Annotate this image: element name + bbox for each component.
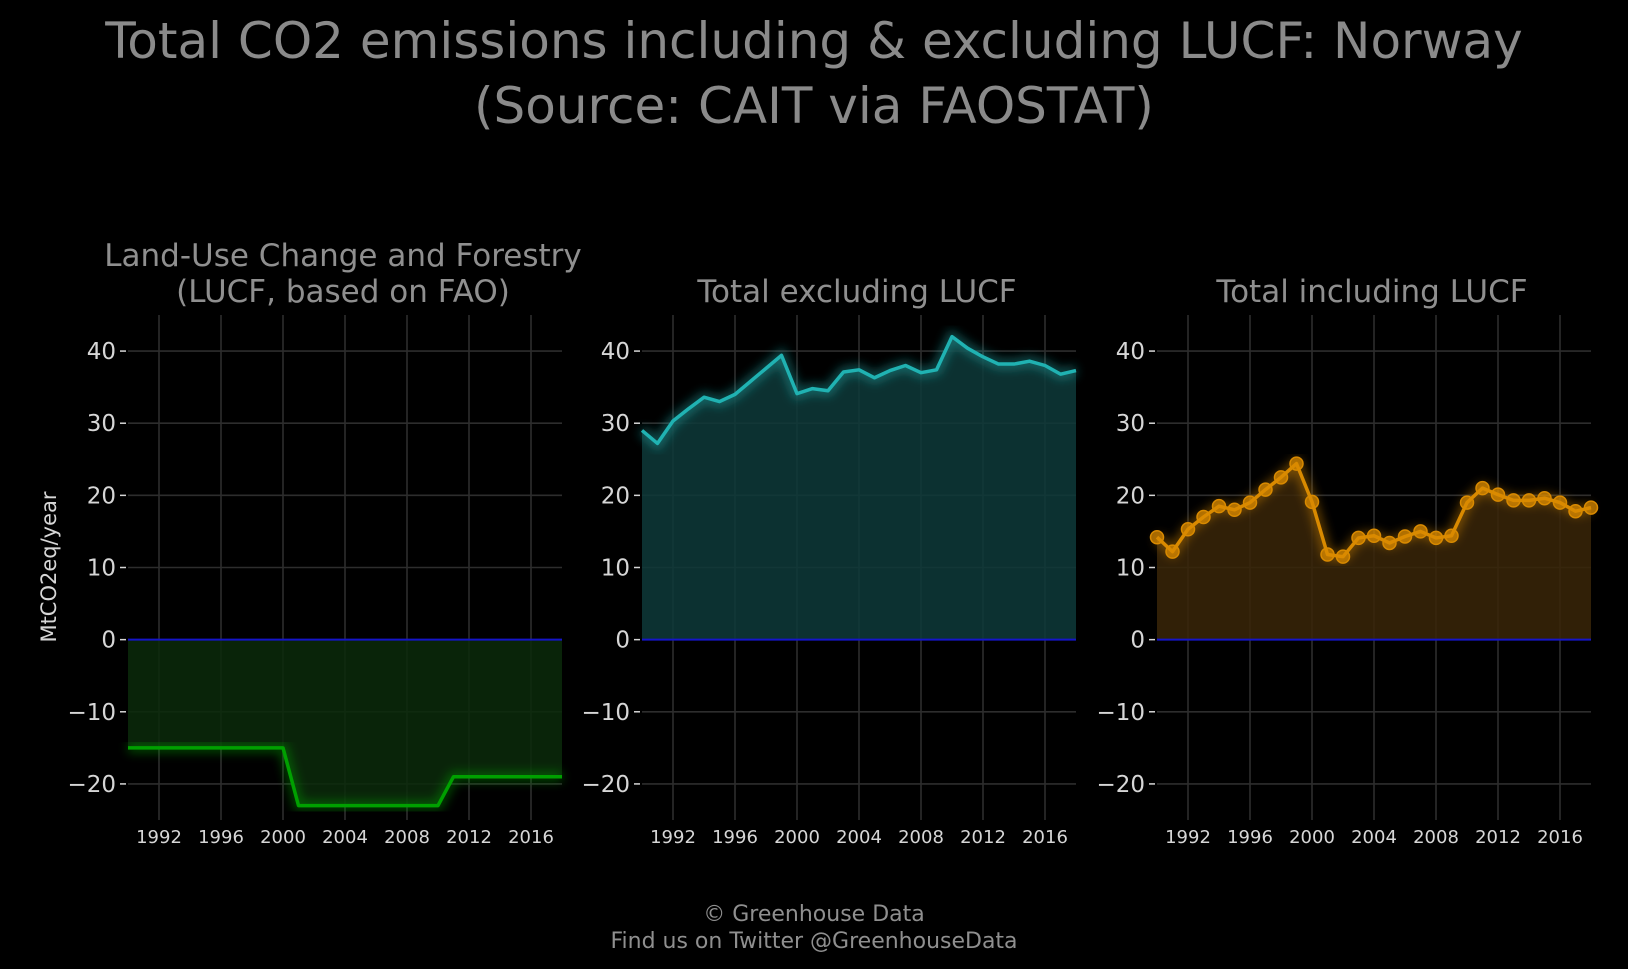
x-tick-label: 1996	[198, 827, 244, 848]
data-point	[1351, 530, 1366, 546]
panel-title: Land-Use Change and Forestry	[104, 238, 582, 274]
y-tick-label: 30	[1116, 411, 1145, 437]
x-tick-label: 2004	[836, 827, 882, 848]
figure-title-line2: (Source: CAIT via FAOSTAT)	[474, 77, 1154, 135]
data-point	[1180, 522, 1196, 537]
data-point	[1289, 456, 1304, 471]
y-tick-label: 30	[87, 411, 116, 437]
data-point	[1304, 494, 1320, 510]
data-point	[1320, 547, 1335, 562]
x-tick-label: 2000	[774, 827, 820, 848]
data-point	[1273, 470, 1289, 485]
data-point	[1506, 493, 1521, 508]
data-point	[1335, 549, 1351, 564]
panel-title: Total including LUCF	[1215, 274, 1527, 310]
y-tick-label: 0	[615, 628, 630, 654]
data-point	[1258, 482, 1273, 497]
panel-2: 40 30 20 10 0 −10 −20 1992 1996 2000 2004 2008 2012 2…	[581, 274, 1078, 848]
x-tick-label: 1992	[650, 827, 696, 848]
x-tick-label: 2012	[1475, 827, 1521, 848]
y-tick-label: −10	[581, 700, 630, 726]
data-point	[1428, 530, 1444, 546]
y-tick-label: 40	[87, 339, 116, 365]
x-tick-label: 1992	[136, 827, 182, 848]
x-tick-label: 2012	[960, 827, 1006, 848]
y-tick-label: 0	[1130, 628, 1145, 654]
x-tick-label: 2004	[322, 827, 368, 848]
y-tick-label: 40	[1116, 339, 1145, 365]
credit-line1: © Greenhouse Data	[703, 902, 924, 927]
data-point	[1211, 498, 1227, 514]
data-point	[1459, 495, 1475, 510]
y-tick-label: −10	[67, 700, 116, 726]
data-point	[1242, 495, 1258, 510]
data-point	[1552, 495, 1568, 510]
x-tick-label: 1996	[1227, 827, 1273, 848]
data-point	[1537, 490, 1552, 506]
x-tick-label: 2000	[260, 827, 306, 848]
data-point	[1366, 528, 1382, 544]
data-point	[1149, 529, 1165, 545]
y-tick-label: −10	[1096, 700, 1145, 726]
data-point	[1397, 529, 1413, 544]
y-tick-label: 30	[601, 411, 630, 437]
data-point	[1227, 502, 1242, 518]
data-point	[1568, 503, 1583, 519]
panel-1: 40 30 20 10 0 −10 −20 1992 1996 2000 2004 2008 2012 2…	[37, 238, 582, 848]
x-tick-label: 2008	[898, 827, 944, 848]
y-tick-label: −20	[67, 772, 116, 798]
y-tick-label: −20	[581, 772, 630, 798]
x-tick-label: 2016	[1022, 827, 1068, 848]
x-tick-label: 2004	[1351, 827, 1397, 848]
y-tick-label: 0	[101, 628, 116, 654]
y-tick-label: 40	[601, 339, 630, 365]
credit-line2: Find us on Twitter @GreenhouseData	[610, 929, 1017, 954]
y-tick-label: 10	[87, 556, 116, 582]
y-tick-label: 20	[87, 483, 116, 509]
data-point	[1490, 487, 1506, 502]
x-tick-label: 1996	[712, 827, 758, 848]
y-tick-label: 10	[1116, 556, 1145, 582]
series-area	[642, 336, 1076, 640]
data-point	[1475, 480, 1490, 496]
x-tick-label: 2000	[1289, 827, 1335, 848]
data-point	[1413, 524, 1428, 539]
x-tick-label: 2016	[1537, 827, 1583, 848]
series-area	[128, 639, 562, 806]
data-point	[1444, 528, 1459, 544]
figure-title-line1: Total CO2 emissions including & excludin…	[104, 12, 1522, 70]
data-point	[1165, 544, 1180, 559]
y-tick-label: −20	[1096, 772, 1145, 798]
series-line	[640, 334, 1077, 446]
y-tick-label: 10	[601, 556, 630, 582]
y-tick-label: 20	[601, 483, 630, 509]
panel-title: (LUCF, based on FAO)	[176, 274, 510, 310]
series-line	[128, 746, 562, 808]
data-point	[1521, 493, 1537, 508]
x-tick-label: 1992	[1165, 827, 1211, 848]
series-area	[1157, 463, 1591, 640]
y-tick-label: 20	[1116, 483, 1145, 509]
data-point	[1583, 500, 1599, 515]
panel-title: Total excluding LUCF	[696, 274, 1016, 310]
data-point	[1196, 509, 1211, 525]
x-tick-label: 2008	[1413, 827, 1459, 848]
x-tick-label: 2008	[384, 827, 430, 848]
x-tick-label: 2016	[508, 827, 554, 848]
panel-3: 40 30 20 10 0 −10 −20 1992 1996 2000 2004 2008 2012 2…	[1096, 274, 1599, 848]
x-tick-label: 2012	[446, 827, 492, 848]
y-axis-label: MtCO2eq/year	[37, 491, 61, 642]
data-point	[1382, 535, 1397, 551]
